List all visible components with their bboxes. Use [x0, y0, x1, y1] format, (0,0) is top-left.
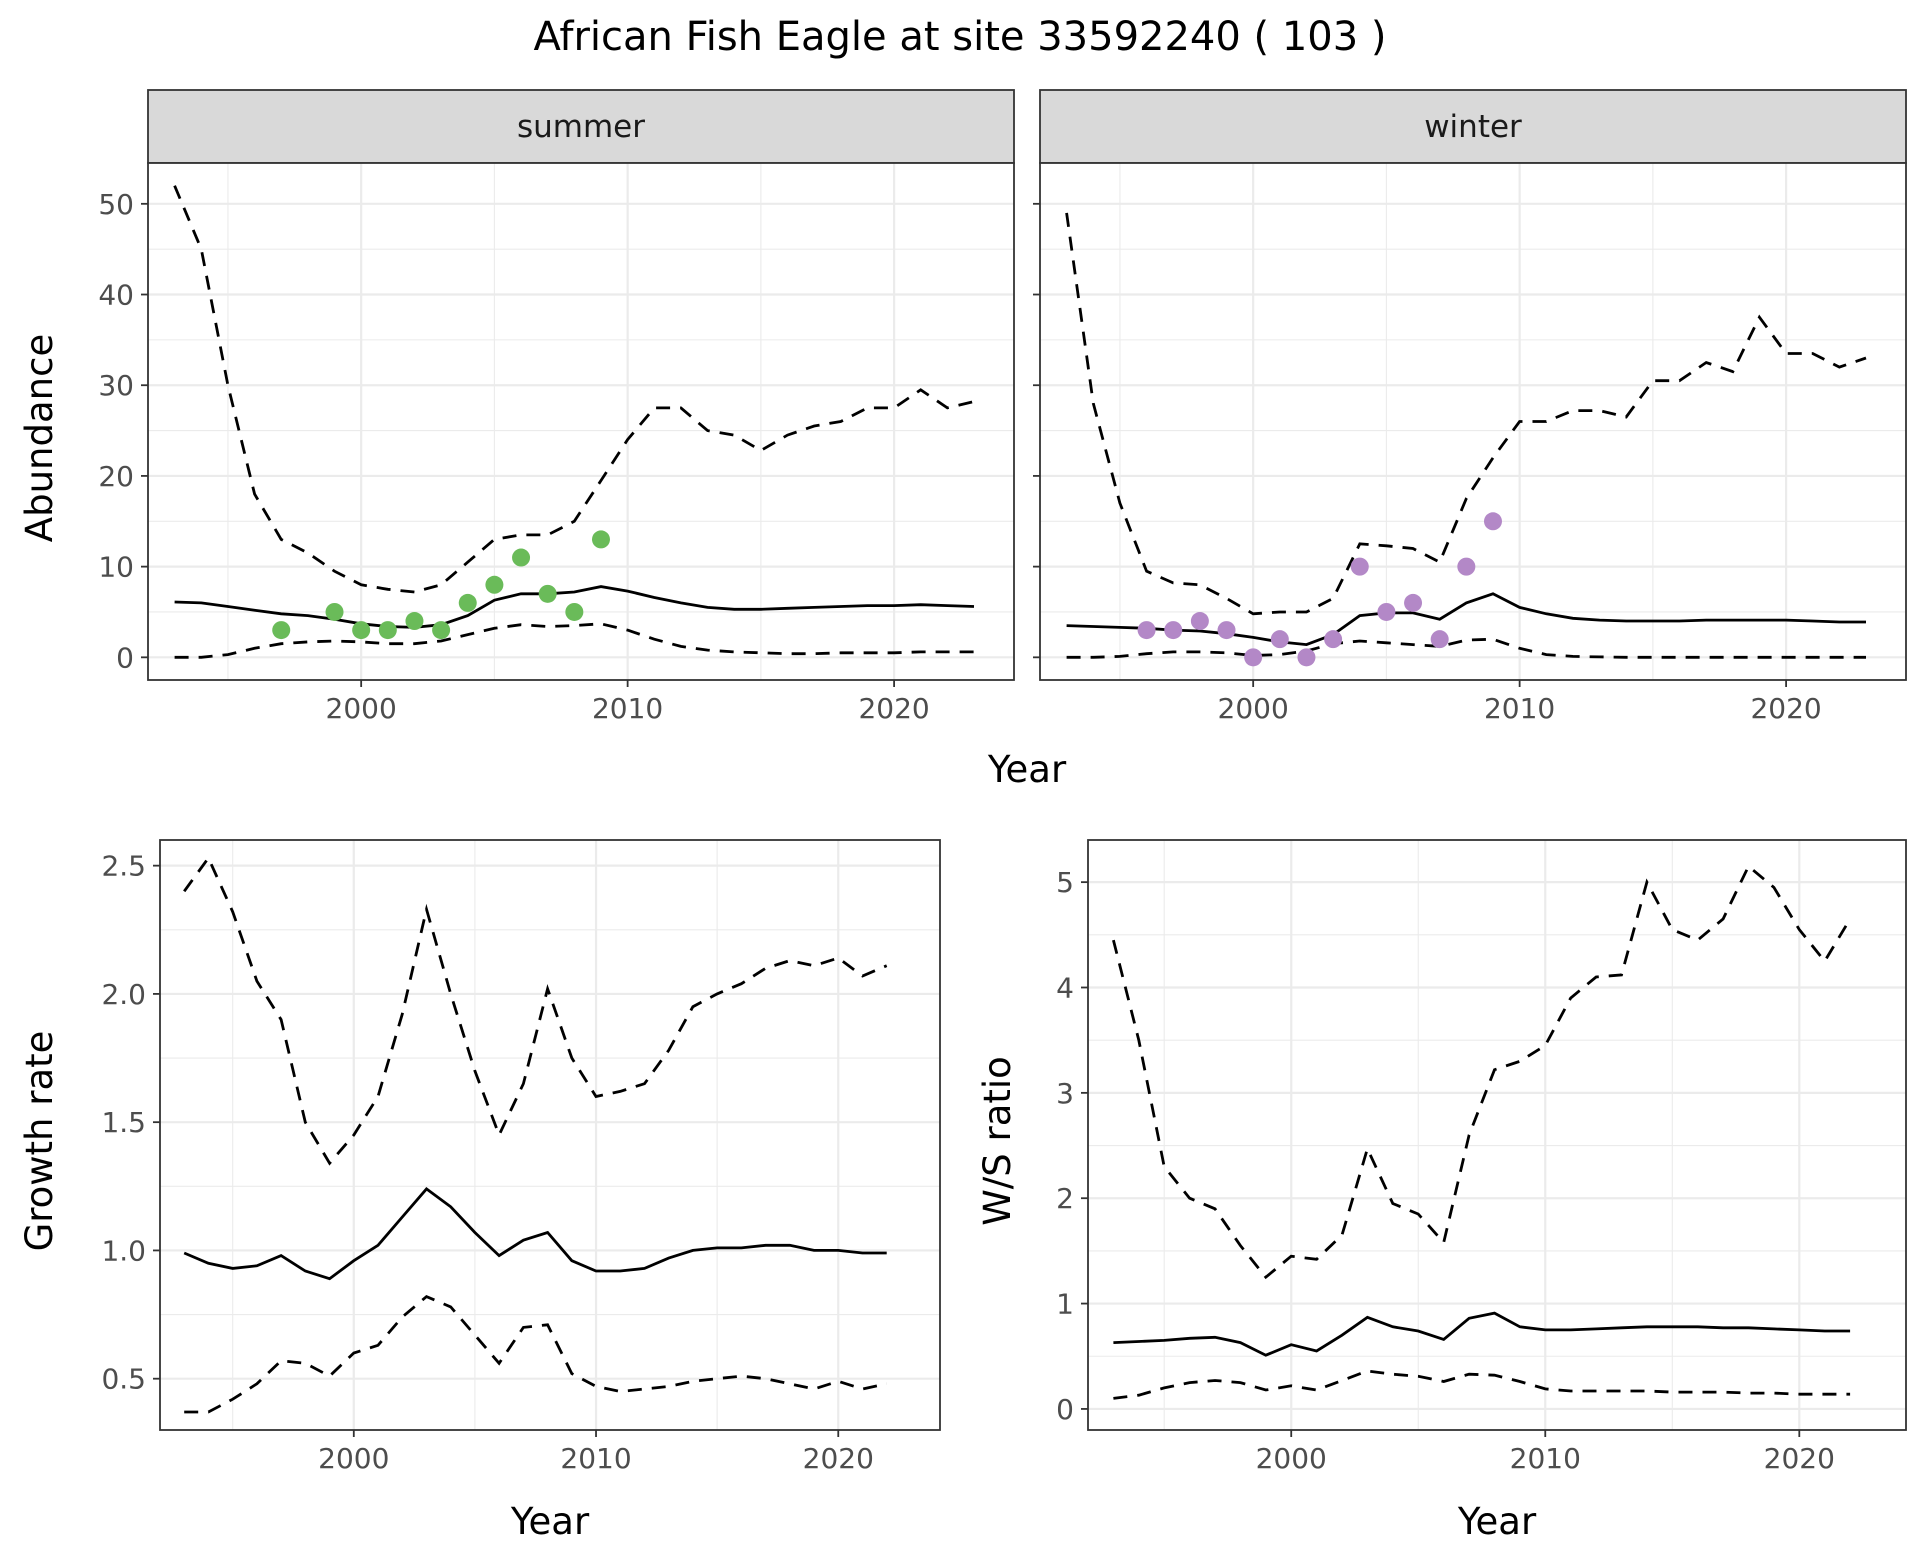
panel-background — [1040, 163, 1906, 680]
x-tick-label: 2020 — [1764, 1442, 1835, 1475]
y-tick-label: 3 — [1056, 1077, 1074, 1110]
observed-point — [458, 593, 477, 612]
y-axis-title-abundance: Abundance — [18, 334, 61, 542]
upper-ci-line — [183, 855, 888, 1166]
upper-ci-line — [1112, 864, 1852, 1280]
y-tick-label: 2.5 — [101, 850, 146, 883]
x-tick-label: 2000 — [318, 1442, 389, 1475]
observed-point — [565, 602, 584, 621]
panel-background — [160, 840, 940, 1430]
panel-border — [159, 839, 941, 1431]
observed-point — [325, 602, 344, 621]
y-tick-label: 0 — [116, 641, 134, 674]
observed-point — [1457, 557, 1476, 576]
y-tick-label: 10 — [98, 551, 134, 584]
x-axis-title-top: Year — [987, 748, 1067, 791]
x-tick-label: 2020 — [858, 692, 929, 725]
y-tick-label: 5 — [1056, 866, 1074, 899]
y-tick-label: 0 — [1056, 1393, 1074, 1426]
observed-point — [1137, 621, 1156, 640]
panel-background — [148, 163, 1014, 680]
x-tick-label: 2010 — [560, 1442, 631, 1475]
x-axis-title-ws: Year — [1457, 1500, 1537, 1543]
mean-line — [1066, 592, 1866, 647]
panel-winter: winter 2000 2010 2020 — [1033, 89, 1907, 725]
y-tick-label: 50 — [98, 188, 134, 221]
x-tick-label: 2010 — [592, 692, 663, 725]
mean-line — [183, 1187, 887, 1281]
mean-line — [1113, 1311, 1851, 1357]
chart-title: African Fish Eagle at site 33592240 ( 10… — [533, 14, 1386, 60]
y-tick-label: 0.5 — [101, 1363, 146, 1396]
observed-point — [352, 621, 371, 640]
x-tick-label: 2010 — [1484, 692, 1555, 725]
x-tick-label: 2000 — [326, 692, 397, 725]
panel-border — [1039, 162, 1907, 681]
panel-summer: summer 2000 2010 2020 0 10 20 30 40 50 Abundance — [18, 89, 1015, 725]
y-tick-label: 1 — [1056, 1288, 1074, 1321]
x-tick-label: 2020 — [1750, 692, 1821, 725]
x-tick-label: 2020 — [803, 1442, 874, 1475]
observed-point — [272, 621, 291, 640]
y-tick-label: 1.0 — [101, 1234, 146, 1267]
observed-point — [1190, 612, 1209, 631]
observed-point — [1297, 648, 1316, 667]
strip-winter-label: winter — [1424, 109, 1522, 145]
observed-point — [512, 548, 531, 567]
plot-area-ws-ratio: 2000 2010 2020 0 1 2 3 4 5 — [1056, 839, 1907, 1475]
panel-border — [1087, 839, 1907, 1431]
observed-point — [1217, 621, 1236, 640]
mean-line — [174, 585, 975, 629]
panel-ws-ratio: 2000 2010 2020 0 1 2 3 4 5 W/S ratio Year — [976, 839, 1907, 1543]
y-axis-title-ws-ratio: W/S ratio — [976, 1056, 1019, 1226]
observed-point — [1430, 630, 1449, 649]
observed-point — [538, 584, 557, 603]
plot-area-winter: 2000 2010 2020 — [1033, 162, 1907, 725]
observed-point — [1377, 602, 1396, 621]
observed-point — [1270, 630, 1289, 649]
x-tick-label: 2000 — [1256, 1442, 1327, 1475]
observed-point — [1404, 593, 1423, 612]
observed-point — [432, 621, 451, 640]
observed-point — [591, 530, 610, 549]
x-tick-label: 2000 — [1218, 692, 1289, 725]
observed-point — [1164, 621, 1183, 640]
y-axis-title-growth-rate: Growth rate — [18, 1031, 61, 1252]
observed-point — [1483, 512, 1502, 531]
observed-point — [1244, 648, 1263, 667]
y-tick-label: 20 — [98, 460, 134, 493]
observed-point — [405, 612, 424, 631]
observed-point — [1350, 557, 1369, 576]
plot-area-summer: 2000 2010 2020 0 10 20 30 40 50 — [98, 162, 1015, 725]
observed-point — [378, 621, 397, 640]
y-tick-label: 2 — [1056, 1182, 1074, 1215]
y-tick-label: 40 — [98, 279, 134, 312]
upper-ci-line — [173, 185, 975, 594]
y-tick-label: 4 — [1056, 972, 1074, 1005]
lower-ci-line — [1113, 1369, 1851, 1400]
strip-summer — [147, 89, 1015, 164]
lower-ci-line — [174, 622, 974, 659]
y-tick-label: 2.0 — [101, 978, 146, 1011]
x-axis-title-growth: Year — [510, 1500, 590, 1543]
upper-ci-line — [1065, 212, 1867, 616]
panel-background — [1088, 840, 1906, 1430]
observed-point — [1324, 630, 1343, 649]
strip-summer-label: summer — [517, 109, 645, 145]
lower-ci-line — [1066, 637, 1866, 659]
x-tick-label: 2010 — [1510, 1442, 1581, 1475]
observed-point — [485, 575, 504, 594]
panel-border — [147, 162, 1015, 681]
plot-area-growth-rate: 2000 2010 2020 0.5 1.0 1.5 2.0 2.5 — [101, 839, 941, 1475]
y-tick-label: 30 — [98, 369, 134, 402]
y-tick-label: 1.5 — [101, 1106, 146, 1139]
